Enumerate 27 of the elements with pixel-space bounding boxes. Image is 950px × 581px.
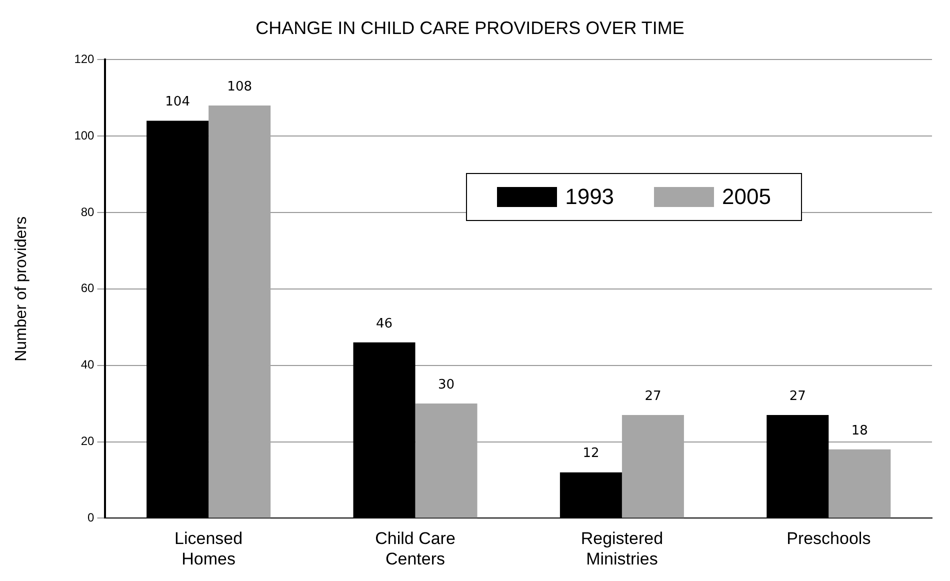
x-tick-label: Registered Ministries xyxy=(580,529,664,568)
y-tick-label: 120 xyxy=(74,52,95,66)
y-axis-title: Number of providers xyxy=(13,216,30,362)
y-tick-label: 40 xyxy=(80,358,95,372)
data-label: 104 xyxy=(165,94,190,110)
bar xyxy=(622,415,684,518)
x-tick-label: Licensed Homes xyxy=(174,529,243,568)
data-label: 27 xyxy=(644,388,662,404)
bar xyxy=(208,105,271,518)
y-tick-label: 60 xyxy=(80,281,95,296)
legend-label: 2005 xyxy=(722,184,771,210)
chart-title: CHANGE IN CHILD CARE PROVIDERS OVER TIME xyxy=(256,18,684,38)
x-tick-label: Preschools xyxy=(786,529,871,548)
data-label: 46 xyxy=(376,316,393,332)
y-tick-label: 100 xyxy=(74,128,95,142)
data-label: 27 xyxy=(789,388,806,404)
y-tick-label: 20 xyxy=(80,434,95,448)
data-label: 30 xyxy=(438,377,455,392)
bar xyxy=(828,449,891,518)
y-tick-label: 0 xyxy=(88,510,95,525)
data-label: 12 xyxy=(582,446,600,462)
data-label: 18 xyxy=(851,423,868,438)
x-tick-label: Child Care Centers xyxy=(375,529,456,568)
bar xyxy=(415,404,478,518)
legend-label: 1993 xyxy=(565,184,614,210)
data-label: 108 xyxy=(227,79,252,94)
y-tick-label: 80 xyxy=(80,204,95,219)
